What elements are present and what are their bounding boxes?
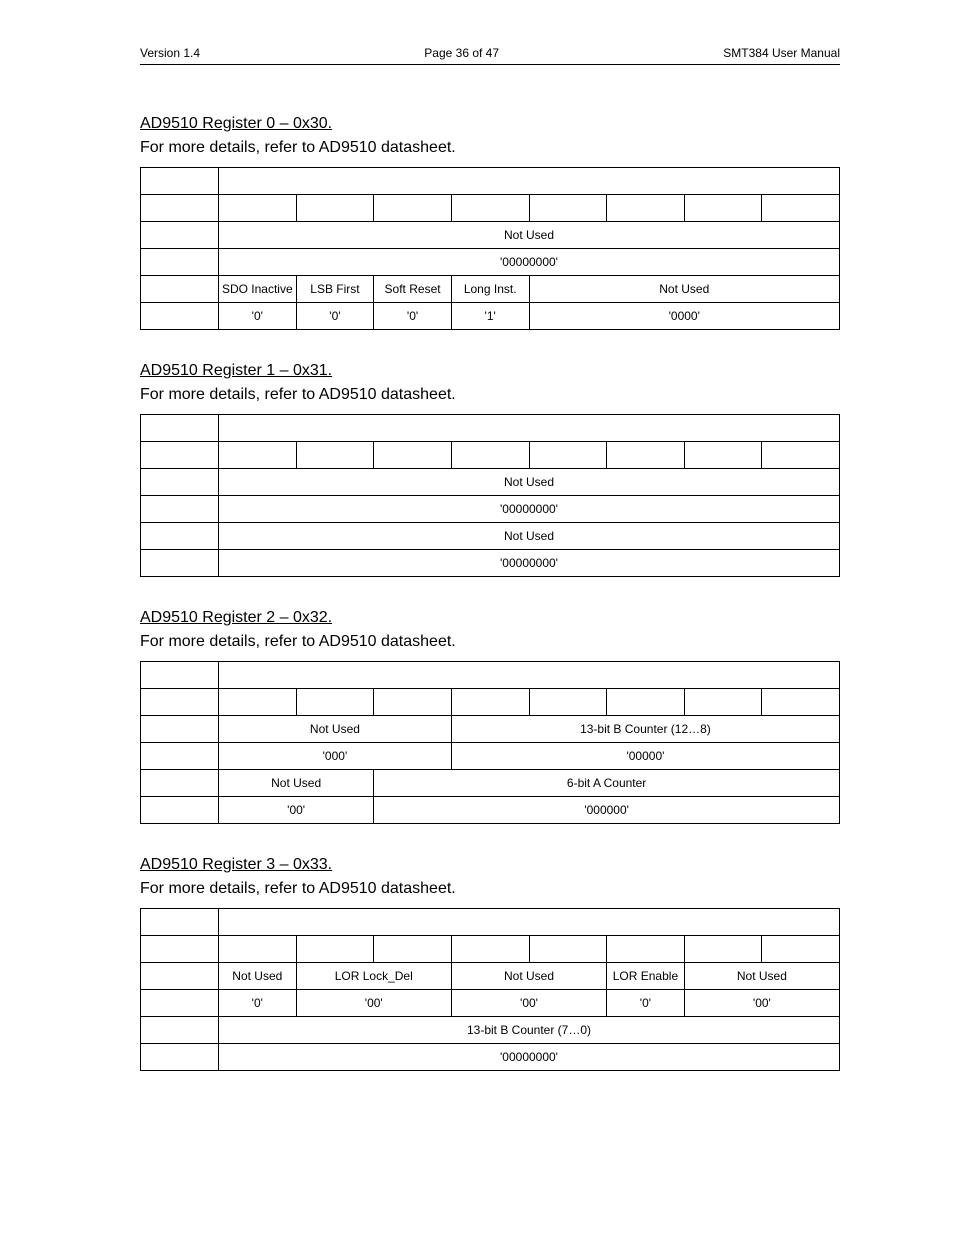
page-header: Version 1.4 Page 36 of 47 SMT384 User Ma… — [140, 46, 840, 65]
cell: Not Used — [219, 523, 840, 550]
cell: '00' — [451, 990, 606, 1017]
cell: '00' — [219, 797, 374, 824]
header-left: Version 1.4 — [140, 46, 200, 60]
section-title: AD9510 Register 3 – 0x33. — [140, 856, 840, 874]
cell: '00000' — [451, 743, 839, 770]
cell: Not Used — [684, 963, 839, 990]
cell: '0000' — [529, 303, 840, 330]
cell: Not Used — [529, 276, 840, 303]
register-table: Not Used 13-bit B Counter (12…8) '000' '… — [140, 661, 840, 824]
cell: Not Used — [219, 469, 840, 496]
section-title: AD9510 Register 1 – 0x31. — [140, 362, 840, 380]
section-subtitle: For more details, refer to AD9510 datash… — [140, 633, 840, 651]
cell: Not Used — [451, 963, 606, 990]
section-reg3: AD9510 Register 3 – 0x33. For more detai… — [140, 856, 840, 1071]
register-table: Not Used LOR Lock_Del Not Used LOR Enabl… — [140, 908, 840, 1071]
section-subtitle: For more details, refer to AD9510 datash… — [140, 386, 840, 404]
cell: '0' — [607, 990, 685, 1017]
cell: Soft Reset — [374, 276, 452, 303]
section-reg2: AD9510 Register 2 – 0x32. For more detai… — [140, 609, 840, 824]
cell: '00000000' — [219, 550, 840, 577]
register-table: Not Used '00000000' Not Used '00000000' — [140, 414, 840, 577]
cell: SDO Inactive — [219, 276, 297, 303]
section-subtitle: For more details, refer to AD9510 datash… — [140, 139, 840, 157]
cell: '000000' — [374, 797, 840, 824]
cell: '0' — [219, 990, 297, 1017]
cell: 13-bit B Counter (12…8) — [451, 716, 839, 743]
cell: '0' — [374, 303, 452, 330]
cell: '0' — [296, 303, 374, 330]
register-table: Not Used '00000000' SDO Inactive LSB Fir… — [140, 167, 840, 330]
section-title: AD9510 Register 2 – 0x32. — [140, 609, 840, 627]
cell: '0' — [219, 303, 297, 330]
cell: 13-bit B Counter (7…0) — [219, 1017, 840, 1044]
header-right: SMT384 User Manual — [723, 46, 840, 60]
cell: LSB First — [296, 276, 374, 303]
section-reg1: AD9510 Register 1 – 0x31. For more detai… — [140, 362, 840, 577]
cell: '000' — [219, 743, 452, 770]
cell: Not Used — [219, 222, 840, 249]
cell: '1' — [451, 303, 529, 330]
cell: LOR Lock_Del — [296, 963, 451, 990]
cell: '00' — [296, 990, 451, 1017]
cell: Not Used — [219, 770, 374, 797]
header-center: Page 36 of 47 — [424, 46, 499, 60]
cell: Long Inst. — [451, 276, 529, 303]
cell: Not Used — [219, 716, 452, 743]
section-title: AD9510 Register 0 – 0x30. — [140, 115, 840, 133]
cell: 6-bit A Counter — [374, 770, 840, 797]
section-subtitle: For more details, refer to AD9510 datash… — [140, 880, 840, 898]
cell: '00000000' — [219, 1044, 840, 1071]
cell: '00000000' — [219, 249, 840, 276]
cell: '00000000' — [219, 496, 840, 523]
section-reg0: AD9510 Register 0 – 0x30. For more detai… — [140, 115, 840, 330]
cell: Not Used — [219, 963, 297, 990]
page: Version 1.4 Page 36 of 47 SMT384 User Ma… — [0, 0, 954, 1235]
cell: '00' — [684, 990, 839, 1017]
cell: LOR Enable — [607, 963, 685, 990]
